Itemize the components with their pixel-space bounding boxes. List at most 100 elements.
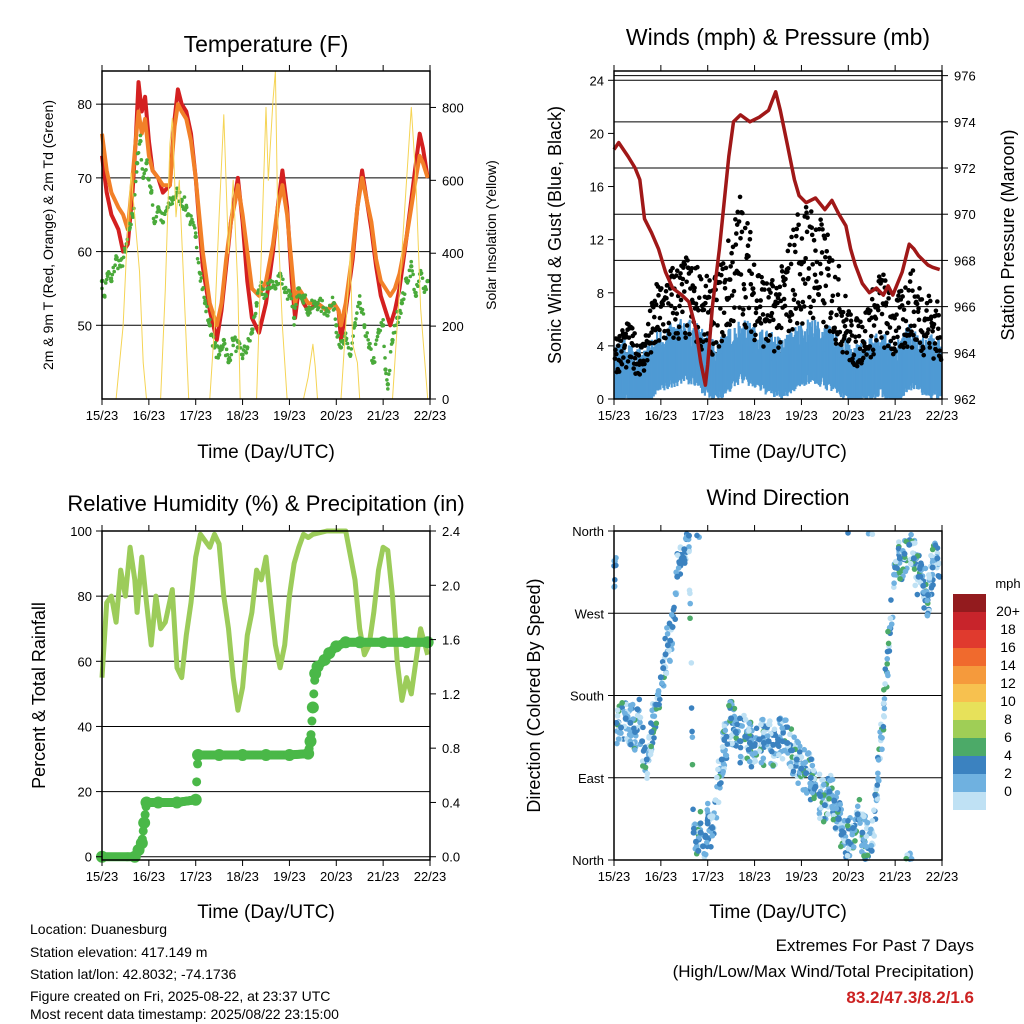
td-point xyxy=(140,167,145,171)
direction-point xyxy=(634,706,641,713)
gust-point xyxy=(631,366,636,371)
gust-point xyxy=(937,348,942,353)
gust-point xyxy=(793,249,798,255)
gust-point xyxy=(892,341,898,347)
gust-point xyxy=(714,297,719,303)
gust-point xyxy=(842,323,848,329)
direction-point xyxy=(882,666,889,672)
direction-point xyxy=(801,746,808,753)
gust-point xyxy=(788,261,794,267)
direction-point xyxy=(803,770,810,777)
td-point xyxy=(390,340,395,345)
gust-point xyxy=(629,354,634,360)
gust-point xyxy=(932,341,938,346)
gust-point xyxy=(854,363,860,369)
td-point xyxy=(409,264,414,269)
gust-point xyxy=(885,321,890,327)
colorbar-label: 20+ xyxy=(996,603,1020,619)
gust-point xyxy=(926,293,932,299)
td-point xyxy=(334,323,339,328)
direction-point xyxy=(625,726,632,733)
direction-point xyxy=(718,756,725,763)
gust-point xyxy=(935,326,941,332)
direction-point xyxy=(875,770,881,777)
gust-point xyxy=(916,306,921,311)
colorbar: mph 20+ 18 16 14 12 10 8 6 4 2 0 xyxy=(953,576,1021,810)
plot-frame xyxy=(101,530,431,861)
direction-point xyxy=(672,616,679,623)
td-point xyxy=(254,300,259,306)
gust-point xyxy=(895,334,900,340)
direction-point xyxy=(811,795,817,802)
chart-panel-4: 15/23 16/23 17/23 18/23 19/23 20/23 21/23 22/23… xyxy=(524,485,1021,923)
gust-point xyxy=(896,293,901,298)
gust-point xyxy=(745,221,750,226)
td-point xyxy=(303,293,308,297)
gust-point xyxy=(910,268,916,273)
gust-point xyxy=(731,288,737,294)
gust-point xyxy=(795,300,801,305)
direction-point xyxy=(926,575,933,581)
td-point xyxy=(373,342,378,347)
td-point xyxy=(312,299,317,304)
plot-frame xyxy=(613,70,943,400)
gust-point xyxy=(737,305,742,310)
gust-point xyxy=(680,309,685,315)
direction-point xyxy=(613,719,620,726)
gust-point xyxy=(773,292,779,297)
td-point xyxy=(134,160,140,166)
gust-point xyxy=(735,209,741,215)
rain-point xyxy=(330,640,343,653)
td-point xyxy=(401,297,406,301)
gust-point xyxy=(723,277,728,283)
direction-point xyxy=(723,733,730,740)
y-tick-label: 0 xyxy=(85,850,92,865)
gust-point xyxy=(837,329,843,335)
td-point xyxy=(138,138,143,144)
gust-point xyxy=(729,250,734,256)
gust-point xyxy=(779,264,785,269)
colorbar-label: 6 xyxy=(1004,729,1012,745)
td-point xyxy=(326,310,331,314)
td-point xyxy=(353,321,357,325)
td-point xyxy=(253,311,258,316)
gust-point xyxy=(783,276,788,282)
direction-point xyxy=(887,615,894,622)
gust-point xyxy=(645,321,651,327)
gust-point xyxy=(752,322,758,328)
direction-point xyxy=(910,555,917,562)
rain-point xyxy=(421,636,434,649)
gust-point xyxy=(896,325,902,330)
gust-point xyxy=(649,330,654,335)
direction-point xyxy=(685,532,692,539)
rain-point xyxy=(377,636,390,649)
direction-point xyxy=(861,813,867,820)
td-point xyxy=(425,279,429,284)
gust-point xyxy=(820,227,825,232)
td-point xyxy=(109,276,114,281)
x-axis-label: Time (Day/UTC) xyxy=(709,442,847,463)
y2-tick-label: 0.8 xyxy=(442,741,460,756)
gust-point xyxy=(651,314,657,320)
direction-point xyxy=(671,604,677,611)
direction-point xyxy=(639,738,646,745)
direction-point xyxy=(924,597,931,604)
td-point xyxy=(130,211,134,216)
direction-point xyxy=(667,658,673,664)
gust-point xyxy=(701,307,707,313)
x-tick-label: 21/23 xyxy=(879,869,912,884)
gust-point xyxy=(862,328,868,334)
y-tick-label: South xyxy=(570,689,604,704)
gust-point xyxy=(767,318,772,324)
y-tick-label: 50 xyxy=(78,318,92,333)
td-point xyxy=(406,279,411,283)
td-point xyxy=(416,284,420,289)
gust-point xyxy=(754,298,760,304)
direction-point xyxy=(921,605,927,611)
direction-point xyxy=(779,755,786,762)
direction-point xyxy=(737,715,743,722)
direction-point xyxy=(821,802,828,809)
direction-point xyxy=(837,843,844,850)
x-tick-label: 18/23 xyxy=(226,408,259,423)
gust-point xyxy=(738,272,744,277)
